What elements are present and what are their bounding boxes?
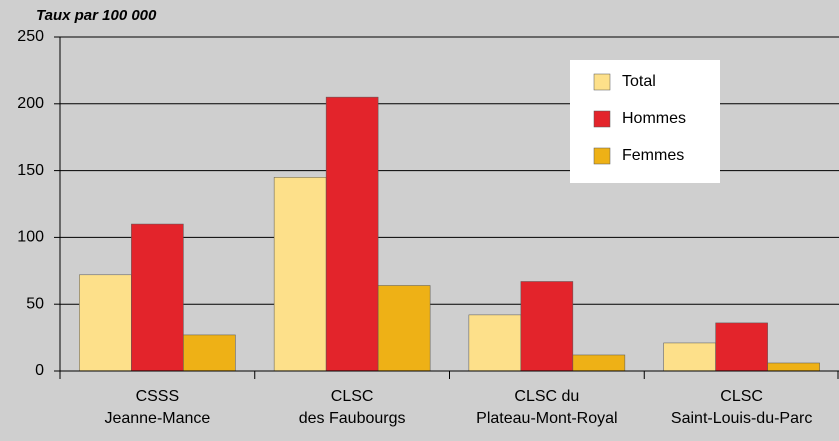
y-axis-label: Taux par 100 000 (36, 7, 157, 24)
legend-swatch (593, 110, 611, 128)
bar (715, 322, 768, 372)
bar (767, 362, 820, 372)
y-tick-label: 200 (17, 95, 44, 112)
bar (325, 96, 379, 372)
x-tick-label: Saint-Louis-du-Parc (671, 410, 812, 427)
legend-label: Total (622, 73, 656, 90)
x-tick-label: CLSC (331, 388, 374, 405)
legend-label: Hommes (622, 110, 686, 127)
x-tick-label: Plateau-Mont-Royal (476, 410, 617, 427)
y-tick-label: 50 (26, 295, 44, 312)
bar (520, 281, 574, 372)
x-tick-label: CLSC (720, 388, 763, 405)
bar (572, 354, 626, 372)
bar (183, 334, 236, 372)
x-tick-label: CSSS (136, 388, 180, 405)
x-tick-label: des Faubourgs (299, 410, 406, 427)
bar (131, 223, 184, 372)
y-tick-label: 0 (35, 362, 44, 379)
bar (663, 342, 716, 372)
x-tick-label: CLSC du (514, 388, 579, 405)
legend-swatch (593, 73, 611, 91)
x-tick-label: Jeanne-Mance (104, 410, 210, 427)
bar (273, 177, 327, 372)
y-tick-label: 150 (17, 162, 44, 179)
y-tick-label: 250 (17, 28, 44, 45)
y-tick-label: 100 (17, 229, 44, 246)
bar (377, 285, 431, 372)
legend-label: Femmes (622, 147, 684, 164)
bar (468, 314, 522, 372)
legend-swatch (593, 147, 611, 165)
bar (79, 274, 132, 372)
